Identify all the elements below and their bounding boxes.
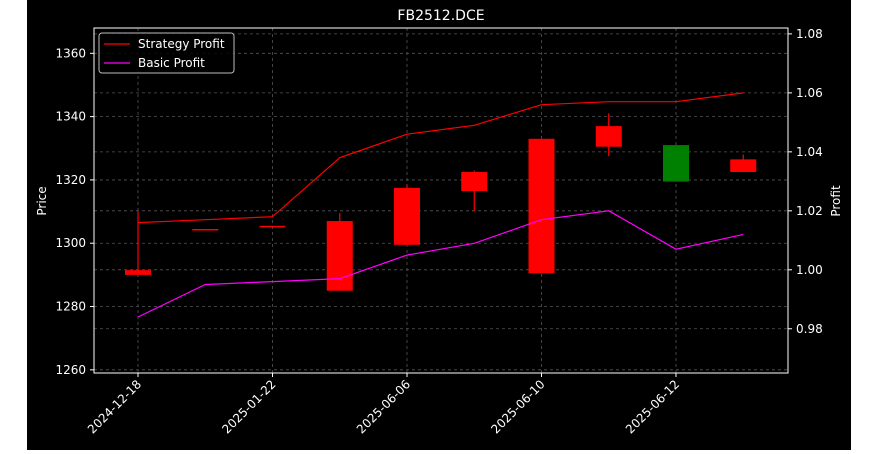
candle-body	[192, 228, 219, 231]
legend: Strategy Profit Basic Profit	[98, 32, 235, 74]
chart-title: FB2512.DCE	[397, 8, 484, 24]
y-tick-label-left: 1320	[55, 173, 86, 187]
candle-body	[528, 138, 555, 274]
grid-lines	[94, 28, 788, 373]
basic-profit-line	[137, 210, 744, 318]
legend-label-basic-profit: Basic Profit	[138, 56, 205, 70]
candle-body	[326, 221, 353, 291]
y-tick-label-left: 1280	[55, 300, 86, 314]
candle-body	[663, 145, 689, 182]
y-tick-label-left: 1360	[55, 46, 86, 60]
candle-body	[259, 225, 286, 228]
y-tick-label-right: 1.02	[796, 204, 823, 218]
candle-body	[461, 172, 488, 192]
y-tick-label-right: 1.06	[796, 86, 823, 100]
strategy-profit-line	[137, 92, 744, 224]
plot-background	[94, 28, 788, 373]
y-tick-label-left: 1340	[55, 110, 86, 124]
candles	[125, 113, 757, 291]
profit-lines	[137, 92, 744, 318]
candle-body	[125, 270, 151, 275]
y-tick-label-right: 1.04	[796, 145, 823, 159]
candle-body	[595, 126, 622, 147]
y-tick-label-right: 1.00	[796, 263, 823, 277]
legend-box	[98, 32, 235, 74]
y-axis-label-left: Price	[35, 186, 49, 215]
y-tick-label-left: 1300	[55, 236, 86, 250]
legend-label-strategy-profit: Strategy Profit	[138, 37, 225, 51]
plot-frame	[93, 27, 789, 374]
candle-body	[394, 187, 420, 245]
candle-body	[730, 159, 757, 173]
y-tick-label-right: 0.98	[796, 322, 823, 336]
y-axis-label-right: Profit	[829, 185, 843, 217]
y-tick-label-right: 1.08	[796, 27, 823, 41]
y-tick-label-left: 1260	[55, 363, 86, 377]
